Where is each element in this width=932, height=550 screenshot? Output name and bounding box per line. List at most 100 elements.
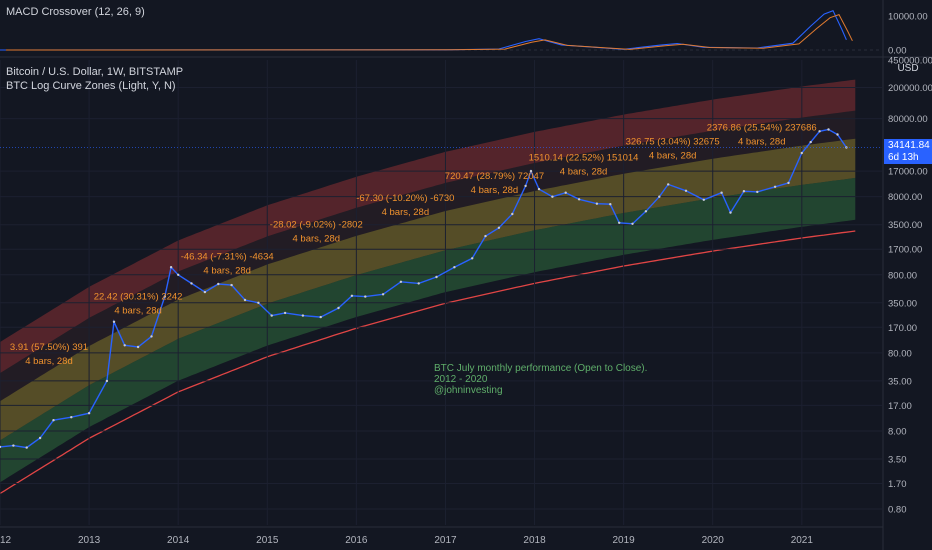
price-point	[150, 335, 153, 338]
price-point	[800, 151, 803, 155]
x-tick-label: 2020	[702, 535, 725, 546]
y-tick-label: 1.70	[888, 479, 907, 490]
annotation-value: 720.47 (28.79%) 72047	[445, 171, 544, 182]
y-tick-label: 80.00	[888, 348, 912, 359]
x-tick-label: 2012	[0, 535, 12, 546]
axes: 450000.00 200000.00 80000.00 17000.00 8000.0…	[0, 56, 932, 547]
price-point	[0, 445, 2, 449]
annotation-value: -46.34 (-7.31%) -4634	[181, 251, 274, 262]
indicator-tick-label: 0.00	[888, 46, 907, 57]
price-point	[283, 311, 287, 315]
price-point	[417, 282, 420, 285]
price-point	[52, 419, 55, 422]
price-point	[70, 416, 73, 419]
y-tick-label: 350.00	[888, 298, 917, 309]
x-tick-label: 2014	[167, 535, 190, 546]
annotation-bars: 4 bars, 28d	[114, 305, 162, 316]
price-point	[177, 273, 180, 276]
annotation-bars: 4 bars, 28d	[203, 265, 251, 276]
price-point	[827, 128, 830, 131]
price-point	[497, 226, 501, 229]
zone-yellow-band	[0, 138, 856, 441]
annotations-layer: 3.91 (57.50%) 391 4 bars, 28d 22.42 (30.31…	[10, 123, 817, 367]
y-tick-label: 0.80	[888, 505, 907, 516]
x-tick-label: 2018	[523, 535, 546, 546]
price-point	[644, 210, 648, 213]
annotation-value: 3.91 (57.50%) 391	[10, 342, 88, 353]
price-point	[364, 295, 367, 298]
y-tick-label: 1700.00	[888, 245, 922, 256]
indicator-title[interactable]: MACD Crossover (12, 26, 9)	[6, 6, 145, 18]
y-tick-label: 17000.00	[888, 167, 928, 178]
countdown-tag: 6d 13h	[884, 152, 932, 164]
signal-line	[5, 13, 853, 51]
price-point	[658, 195, 661, 198]
zone-red-band	[0, 79, 856, 374]
y-tick-label: 8.00	[888, 426, 907, 437]
y-tick-label: 200000.00	[888, 83, 932, 94]
price-point	[399, 280, 403, 283]
annotation-value: 22.42 (30.31%) 2242	[94, 291, 183, 302]
price-point	[836, 133, 839, 136]
macd-line	[0, 10, 847, 51]
note-line-2: 2012 - 2020	[434, 374, 488, 385]
x-tick-label: 2013	[78, 535, 101, 546]
annotation-value: 1510.14 (22.52%) 151014	[529, 153, 639, 164]
price-point	[243, 298, 247, 302]
note-line-3: @johninvesting	[434, 385, 503, 396]
price-point	[435, 275, 438, 279]
price-point	[564, 191, 567, 194]
x-tick-label: 2017	[434, 535, 457, 546]
annotation-value: 326.75 (3.04%) 32675	[626, 136, 720, 147]
price-point	[756, 190, 759, 194]
annotation-bars: 4 bars, 28d	[649, 150, 697, 161]
price-point	[270, 314, 273, 317]
y-tick-label: 800.00	[888, 270, 917, 281]
price-point	[773, 185, 777, 188]
y-tick-label: 3.50	[888, 455, 907, 466]
price-point	[381, 293, 385, 296]
zone-gap-band	[0, 110, 856, 402]
annotation-bars: 4 bars, 28d	[560, 167, 608, 178]
price-point	[123, 344, 126, 347]
price-point	[631, 222, 634, 225]
price-point	[537, 187, 541, 191]
price-point	[319, 315, 322, 319]
currency-label: USD	[897, 63, 919, 74]
price-point	[12, 444, 15, 447]
price-point	[524, 184, 527, 188]
price-series	[0, 128, 882, 449]
price-point	[702, 198, 705, 201]
price-point	[667, 183, 670, 186]
price-point	[618, 221, 621, 224]
y-tick-label: 170.00	[888, 323, 917, 334]
price-point	[529, 169, 533, 173]
price-point	[809, 140, 812, 144]
price-point	[484, 234, 487, 238]
y-tick-label: 3500.00	[888, 220, 922, 231]
price-point	[729, 211, 732, 214]
last-price-tag: 34141.84	[884, 139, 932, 152]
indicator-tick-label: 10000.00	[888, 11, 928, 22]
annotation-bars: 4 bars, 28d	[292, 234, 340, 245]
price-point	[169, 266, 173, 269]
price-point	[25, 446, 28, 449]
x-tick-label: 2016	[345, 535, 368, 546]
y-tick-label: 35.00	[888, 376, 912, 387]
price-point	[609, 203, 612, 206]
price-point	[511, 212, 514, 216]
y-tick-label: 8000.00	[888, 192, 922, 203]
annotation-bars: 4 bars, 28d	[738, 137, 786, 148]
price-point	[230, 283, 233, 287]
symbol-title[interactable]: Bitcoin / U.S. Dollar, 1W, BITSTAMP	[6, 66, 184, 78]
price-point	[105, 379, 109, 383]
note-line-1: BTC July monthly performance (Open to Cl…	[434, 363, 648, 374]
annotation-bars: 4 bars, 28d	[25, 356, 73, 367]
macd-indicator-pane: 10000.00 0.00	[0, 0, 928, 57]
y-tick-label: 450000.00	[888, 56, 932, 67]
annotation-value: 2376.86 (25.54%) 237686	[707, 123, 817, 134]
indicator-subtitle[interactable]: BTC Log Curve Zones (Light, Y, N)	[6, 80, 176, 92]
price-point	[453, 266, 456, 269]
